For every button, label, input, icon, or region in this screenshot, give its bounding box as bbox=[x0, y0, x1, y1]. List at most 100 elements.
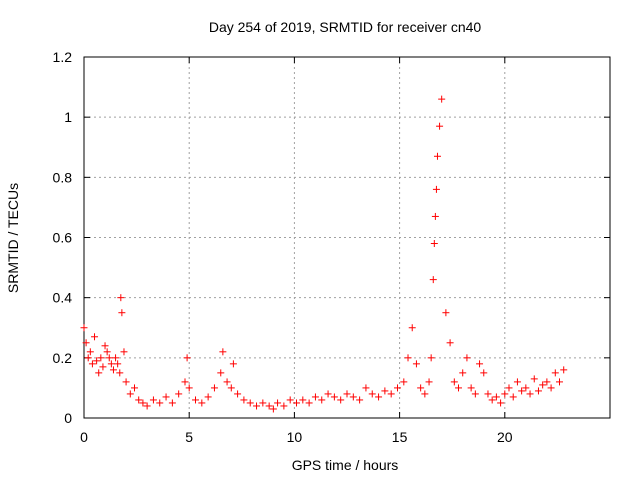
data-point bbox=[526, 390, 534, 398]
data-point bbox=[109, 366, 117, 374]
data-point bbox=[82, 339, 90, 347]
data-point bbox=[107, 360, 115, 368]
data-point bbox=[227, 384, 235, 392]
data-point bbox=[229, 360, 237, 368]
data-point bbox=[509, 393, 517, 401]
data-point bbox=[204, 393, 212, 401]
data-point bbox=[404, 354, 412, 362]
y-tick-label: 0.8 bbox=[53, 169, 73, 185]
data-point bbox=[259, 399, 267, 407]
data-point bbox=[497, 399, 505, 407]
x-tick-label: 15 bbox=[392, 429, 408, 445]
data-point bbox=[381, 387, 389, 395]
data-point bbox=[118, 309, 126, 317]
data-point bbox=[430, 240, 438, 248]
data-point bbox=[436, 122, 444, 130]
data-point bbox=[492, 393, 500, 401]
data-point bbox=[88, 360, 96, 368]
data-point bbox=[139, 399, 147, 407]
y-tick-label: 0.6 bbox=[53, 230, 73, 246]
x-tick-label: 20 bbox=[497, 429, 513, 445]
data-point bbox=[431, 212, 439, 220]
data-point bbox=[539, 381, 547, 389]
data-point bbox=[518, 387, 526, 395]
data-point bbox=[253, 402, 261, 410]
data-points bbox=[80, 95, 568, 413]
data-point bbox=[476, 360, 484, 368]
data-point bbox=[103, 348, 111, 356]
data-point bbox=[223, 378, 231, 386]
data-point bbox=[80, 324, 88, 332]
data-point bbox=[337, 396, 345, 404]
data-point bbox=[425, 378, 433, 386]
data-point bbox=[427, 354, 435, 362]
data-point bbox=[114, 360, 122, 368]
data-point bbox=[438, 95, 446, 103]
data-point bbox=[417, 384, 425, 392]
data-point bbox=[105, 354, 113, 362]
data-point bbox=[467, 384, 475, 392]
data-point bbox=[168, 399, 176, 407]
data-point bbox=[293, 399, 301, 407]
data-point bbox=[269, 405, 277, 413]
data-point bbox=[455, 384, 463, 392]
y-tick-label: 0.2 bbox=[53, 350, 73, 366]
data-point bbox=[362, 384, 370, 392]
data-point bbox=[400, 378, 408, 386]
data-point bbox=[480, 369, 488, 377]
data-point bbox=[274, 399, 282, 407]
data-point bbox=[265, 402, 273, 410]
x-tick-label: 10 bbox=[287, 429, 303, 445]
data-point bbox=[505, 384, 513, 392]
data-point bbox=[349, 393, 357, 401]
data-point bbox=[432, 185, 440, 193]
data-point bbox=[280, 402, 288, 410]
data-point bbox=[450, 378, 458, 386]
data-point bbox=[185, 384, 193, 392]
data-point bbox=[156, 399, 164, 407]
data-point bbox=[86, 348, 94, 356]
data-point bbox=[97, 354, 105, 362]
chart-title: Day 254 of 2019, SRMTID for receiver cn4… bbox=[209, 19, 482, 35]
data-point bbox=[356, 396, 364, 404]
y-tick-label: 1.2 bbox=[53, 49, 73, 65]
x-tick-label: 0 bbox=[80, 429, 88, 445]
data-point bbox=[91, 333, 99, 341]
y-tick-label: 1 bbox=[64, 109, 72, 125]
data-point bbox=[513, 378, 521, 386]
data-point bbox=[299, 396, 307, 404]
data-point bbox=[408, 324, 416, 332]
data-point bbox=[556, 378, 564, 386]
data-point bbox=[95, 369, 103, 377]
data-point bbox=[547, 384, 555, 392]
data-point bbox=[181, 378, 189, 386]
x-axis-label: GPS time / hours bbox=[292, 457, 399, 473]
data-point bbox=[84, 354, 92, 362]
data-point bbox=[522, 384, 530, 392]
data-point bbox=[412, 360, 420, 368]
data-point bbox=[375, 393, 383, 401]
data-point bbox=[192, 396, 200, 404]
y-tick-label: 0.4 bbox=[53, 290, 73, 306]
data-point bbox=[551, 369, 559, 377]
data-point bbox=[484, 390, 492, 398]
data-point bbox=[286, 396, 294, 404]
data-point bbox=[442, 309, 450, 317]
data-point bbox=[318, 396, 326, 404]
data-point bbox=[488, 396, 496, 404]
data-point bbox=[117, 294, 125, 302]
data-point bbox=[116, 369, 124, 377]
data-point bbox=[560, 366, 568, 374]
data-point bbox=[305, 399, 313, 407]
x-tick-label: 5 bbox=[185, 429, 193, 445]
data-point bbox=[429, 276, 437, 284]
data-point bbox=[324, 390, 332, 398]
data-point bbox=[99, 363, 107, 371]
data-point bbox=[135, 396, 143, 404]
data-point bbox=[122, 378, 130, 386]
data-point bbox=[330, 393, 338, 401]
data-point bbox=[101, 342, 109, 350]
data-point bbox=[183, 354, 191, 362]
data-point bbox=[463, 354, 471, 362]
